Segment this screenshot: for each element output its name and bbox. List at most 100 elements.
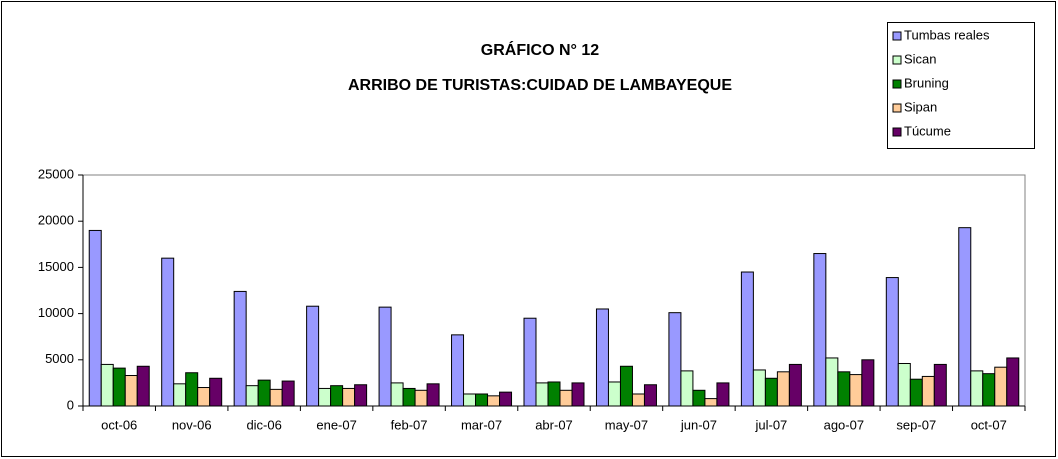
bar <box>281 380 295 407</box>
bar <box>463 393 477 407</box>
bar <box>330 385 344 407</box>
bar <box>100 363 114 407</box>
x-tick-label: mar-07 <box>461 417 502 432</box>
bar <box>861 359 875 407</box>
y-tick-label: 25000 <box>38 166 74 181</box>
bar <box>752 369 766 407</box>
x-tick-label: nov-06 <box>172 417 212 432</box>
bar <box>499 391 513 407</box>
bar <box>619 365 633 407</box>
bar <box>161 257 175 407</box>
bar <box>933 363 947 407</box>
bar <box>451 334 465 407</box>
bar <box>958 227 972 407</box>
legend-label: Tumbas reales <box>904 27 990 42</box>
bar <box>982 373 996 407</box>
x-tick-label: dic-06 <box>246 417 281 432</box>
bar <box>378 306 392 407</box>
legend-swatch <box>892 127 902 137</box>
x-tick-label: ago-07 <box>824 417 864 432</box>
y-tick-label: 0 <box>67 397 74 412</box>
bar <box>318 387 332 407</box>
bar <box>487 395 501 407</box>
bar <box>475 393 489 407</box>
x-tick-label: may-07 <box>605 417 648 432</box>
bar <box>897 362 911 407</box>
bar <box>390 382 404 407</box>
bar <box>668 312 682 407</box>
bar <box>197 387 211 407</box>
bar <box>631 393 645 407</box>
legend-swatch <box>892 79 902 89</box>
bar <box>921 375 935 407</box>
x-tick-label: abr-07 <box>535 417 573 432</box>
bar <box>885 277 899 407</box>
bar <box>849 374 863 407</box>
bar <box>354 384 368 407</box>
y-tick-label: 10000 <box>38 305 74 320</box>
y-tick-label: 15000 <box>38 259 74 274</box>
legend-label: Túcume <box>904 123 951 138</box>
bar <box>342 387 356 407</box>
bar <box>414 389 428 407</box>
bar <box>88 229 102 407</box>
bar <box>970 370 984 407</box>
legend-swatch <box>892 31 902 41</box>
bar <box>245 385 259 407</box>
legend-label: Sipan <box>904 99 937 114</box>
bar <box>595 308 609 407</box>
bar <box>209 377 223 407</box>
bar <box>559 389 573 407</box>
bar <box>825 357 839 407</box>
bar <box>571 382 585 407</box>
bar <box>837 371 851 407</box>
bar <box>136 365 150 407</box>
chart-title: ARRIBO DE TURISTAS:CUIDAD DE LAMBAYEQUE <box>348 77 732 94</box>
chart-title: GRÁFICO N° 12 <box>481 40 600 59</box>
x-tick-label: jun-07 <box>680 417 717 432</box>
bar <box>547 381 561 407</box>
bar <box>776 371 790 407</box>
bar <box>607 381 621 407</box>
bar <box>680 370 694 407</box>
x-tick-label: oct-07 <box>971 417 1007 432</box>
x-tick-label: jul-07 <box>754 417 787 432</box>
bar <box>523 317 537 407</box>
bar <box>257 379 271 407</box>
bar <box>813 253 827 407</box>
bar <box>535 382 549 407</box>
y-tick-label: 5000 <box>45 351 74 366</box>
bar <box>1006 357 1020 407</box>
bar <box>233 290 247 407</box>
x-tick-label: ene-07 <box>316 417 356 432</box>
x-tick-label: sep-07 <box>896 417 936 432</box>
bar <box>643 384 657 407</box>
legend-swatch <box>892 103 902 113</box>
x-tick-label: oct-06 <box>101 417 137 432</box>
bar <box>692 389 706 407</box>
bar <box>124 375 138 407</box>
bar <box>185 372 199 407</box>
bar <box>788 363 802 407</box>
legend-box <box>887 22 1035 149</box>
bar <box>269 388 283 407</box>
legend-swatch <box>892 55 902 65</box>
bar <box>740 271 754 407</box>
bar <box>716 382 730 407</box>
plot-area <box>82 174 1026 407</box>
bar <box>764 377 778 407</box>
legend-label: Bruning <box>904 75 949 90</box>
bar <box>306 305 320 407</box>
y-tick-label: 20000 <box>38 213 74 228</box>
bar <box>426 383 440 407</box>
bar <box>402 387 416 407</box>
bar <box>704 398 718 407</box>
bar <box>994 366 1008 407</box>
bar <box>909 378 923 407</box>
legend-label: Sican <box>904 51 937 66</box>
bar <box>112 367 126 407</box>
bar <box>173 383 187 407</box>
x-tick-label: feb-07 <box>391 417 428 432</box>
